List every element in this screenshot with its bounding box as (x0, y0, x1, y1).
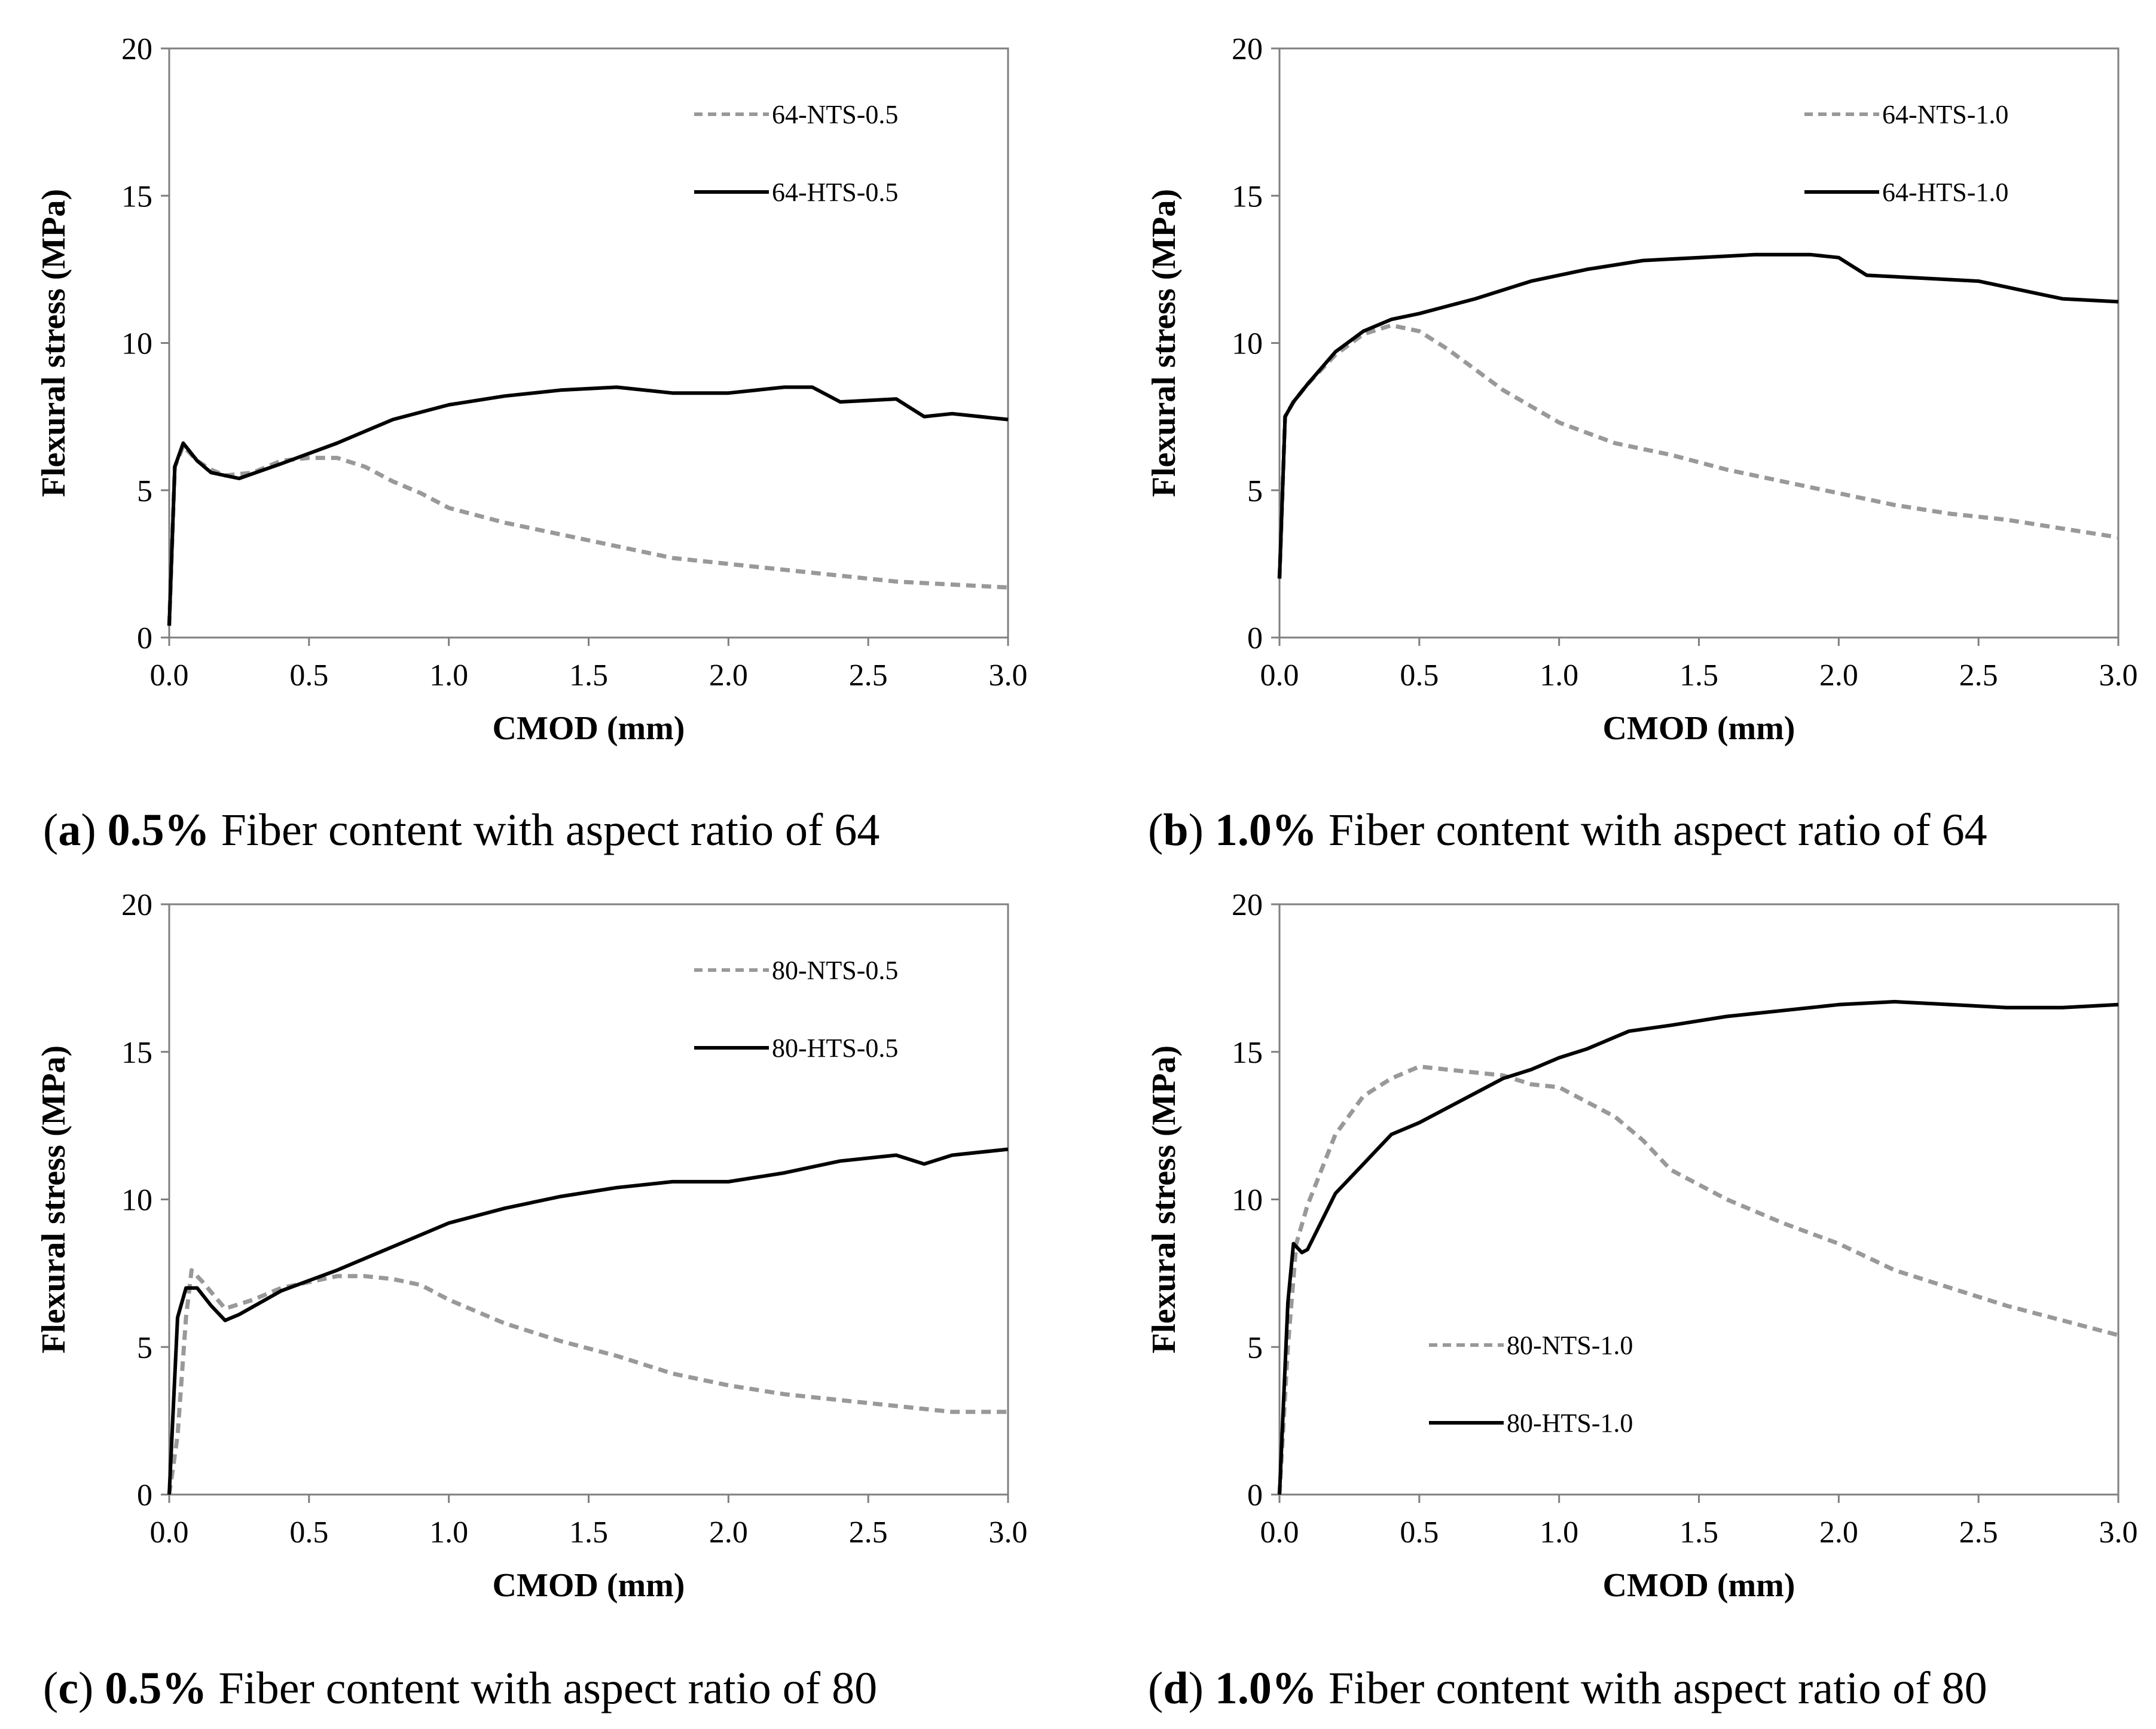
x-tick-label: 2.0 (1819, 1515, 1858, 1550)
y-tick-label: 15 (1232, 179, 1263, 214)
x-tick-label: 2.0 (1819, 658, 1858, 693)
series-line-80-HTS-0.5 (167, 1147, 1009, 1495)
y-tick-label: 15 (1232, 1036, 1263, 1070)
x-tick-label: 2.5 (1959, 658, 1998, 693)
x-tick-label: 3.0 (989, 658, 1028, 693)
x-tick-label: 2.5 (1959, 1515, 1998, 1550)
x-tick-label: 1.0 (1540, 658, 1578, 693)
y-tick-label: 15 (121, 179, 152, 214)
y-tick-label: 5 (1247, 474, 1263, 508)
x-tick-label: 0.5 (1400, 1515, 1439, 1550)
caption-text: Fiber content with aspect ratio of 64 (209, 805, 880, 855)
caption-bold: 0.5% (107, 805, 210, 855)
chart-panel-c: 0 5 10 15 20 0.0 0.5 1.0 1.5 2.0 2.5 3.0 CMOD (mm) Fl… (35, 888, 1028, 1604)
caption-letter: b (1163, 805, 1189, 855)
x-tick-label: 1.5 (569, 1515, 608, 1550)
y-axis-title: Flexural stress (MPa) (35, 189, 72, 497)
y-tick-label: 10 (1232, 1184, 1263, 1218)
x-axis-title: CMOD (mm) (1603, 710, 1795, 747)
y-axis-title: Flexural stress (MPa) (35, 1045, 72, 1353)
plot-frame (168, 47, 1009, 639)
series-line-64-HTS-0.5 (167, 385, 1009, 626)
chart-panel-b: 0 5 10 15 20 0.0 0.5 1.0 1.5 2.0 2.5 3.0 CMOD (mm) Fl… (1146, 32, 2138, 747)
caption-c: (c) 0.5% Fiber content with aspect ratio… (43, 1663, 878, 1713)
caption-bold: 0.5% (105, 1663, 207, 1713)
y-tick-label: 10 (121, 1184, 152, 1218)
x-tick-label: 0.0 (150, 1515, 189, 1550)
plot-frame (1278, 903, 2120, 1496)
x-tick-label: 2.5 (849, 1515, 888, 1550)
x-tick-label: 3.0 (2099, 658, 2138, 693)
caption-bold: 1.0% (1214, 1663, 1317, 1713)
x-tick-label: 0.5 (289, 1515, 328, 1550)
x-tick-label: 3.0 (2099, 1515, 2138, 1550)
chart-panel-a: 0 5 10 15 20 0.0 0.5 1.0 1.5 2.0 2.5 3.0 CMOD (mm) Fl… (35, 32, 1028, 747)
legend-label-64-HTS-1.0: 64-HTS-1.0 (1882, 178, 2008, 207)
y-axis-title: Flexural stress (MPa) (1146, 1045, 1183, 1353)
series-line-80-HTS-1.0 (1278, 999, 2119, 1495)
caption-letter: d (1163, 1663, 1189, 1713)
y-tick-label: 0 (137, 621, 152, 655)
x-axis-title: CMOD (mm) (493, 710, 685, 747)
caption-text: Fiber content with aspect ratio of 80 (1317, 1663, 1987, 1713)
y-tick-label: 20 (1232, 888, 1263, 922)
y-tick-label: 0 (1247, 621, 1263, 655)
x-tick-label: 0.5 (1400, 658, 1439, 693)
x-tick-label: 0.0 (1260, 658, 1299, 693)
caption-a: (a) 0.5% Fiber content with aspect ratio… (43, 805, 880, 855)
x-tick-label: 3.0 (989, 1515, 1028, 1550)
legend-label-64-NTS-1.0: 64-NTS-1.0 (1882, 100, 2008, 129)
x-tick-label: 0.0 (1260, 1515, 1299, 1550)
series-line-64-NTS-0.5 (167, 444, 1009, 626)
chart-panel-d: 0 5 10 15 20 0.0 0.5 1.0 1.5 2.0 2.5 3.0 CMOD (mm) Fl… (1146, 888, 2138, 1604)
y-tick-label: 10 (1232, 327, 1263, 361)
caption-text: Fiber content with aspect ratio of 64 (1317, 805, 1987, 855)
legend-label-64-HTS-0.5: 64-HTS-0.5 (772, 178, 898, 207)
legend-label-80-NTS-1.0: 80-NTS-1.0 (1507, 1331, 1633, 1360)
y-tick-label: 0 (1247, 1478, 1263, 1513)
y-tick-label: 5 (137, 1331, 152, 1365)
x-tick-label: 1.0 (1540, 1515, 1578, 1550)
plot-frame (1278, 47, 2120, 639)
y-tick-label: 20 (1232, 32, 1263, 66)
y-axis-title: Flexural stress (MPa) (1146, 189, 1183, 497)
x-tick-label: 1.5 (1679, 658, 1718, 693)
caption-letter: a (58, 805, 81, 855)
series-line-64-NTS-1.0 (1277, 323, 2119, 579)
caption-letter: c (58, 1663, 79, 1713)
x-tick-label: 1.0 (429, 658, 468, 693)
x-tick-label: 1.5 (1679, 1515, 1718, 1550)
x-tick-label: 2.5 (849, 658, 888, 693)
x-axis-title: CMOD (mm) (493, 1567, 685, 1604)
x-tick-label: 2.0 (709, 658, 748, 693)
series-line-64-HTS-1.0 (1278, 252, 2119, 579)
x-tick-label: 1.0 (429, 1515, 468, 1550)
y-tick-label: 15 (121, 1036, 152, 1070)
y-tick-label: 10 (121, 327, 152, 361)
caption-b: (b) 1.0% Fiber content with aspect ratio… (1148, 805, 1987, 855)
x-tick-label: 0.5 (289, 658, 328, 693)
legend-label-80-HTS-0.5: 80-HTS-0.5 (772, 1033, 898, 1063)
x-tick-label: 2.0 (709, 1515, 748, 1550)
x-axis-title: CMOD (mm) (1603, 1567, 1795, 1604)
y-tick-label: 20 (121, 32, 152, 66)
y-tick-label: 5 (137, 474, 152, 508)
x-tick-label: 0.0 (150, 658, 189, 693)
y-tick-label: 20 (121, 888, 152, 922)
legend-label-80-NTS-0.5: 80-NTS-0.5 (772, 956, 898, 985)
legend-label-64-NTS-0.5: 64-NTS-0.5 (772, 100, 898, 129)
caption-bold: 1.0% (1214, 805, 1317, 855)
caption-text: Fiber content with aspect ratio of 80 (207, 1663, 878, 1713)
y-tick-label: 0 (137, 1478, 152, 1513)
series-line-80-NTS-1.0 (1277, 1064, 2119, 1495)
series-line-80-NTS-0.5 (167, 1268, 1008, 1495)
x-tick-label: 1.5 (569, 658, 608, 693)
y-tick-label: 5 (1247, 1331, 1263, 1365)
caption-d: (d) 1.0% Fiber content with aspect ratio… (1148, 1663, 1987, 1713)
legend-label-80-HTS-1.0: 80-HTS-1.0 (1507, 1408, 1633, 1438)
